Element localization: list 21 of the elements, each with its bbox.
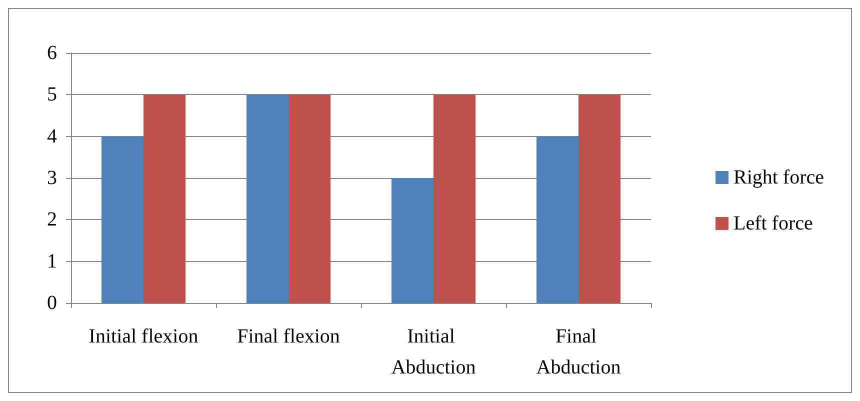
y-tick-label: 1 <box>47 250 57 272</box>
bar <box>536 136 578 303</box>
x-tick-label: Final flexion <box>237 326 340 348</box>
y-tick-label: 4 <box>47 125 57 148</box>
bar <box>434 94 476 303</box>
y-tick-label: 0 <box>47 292 57 314</box>
x-tick-label: Initial flexion <box>88 326 198 348</box>
bar <box>246 94 288 303</box>
bar <box>392 178 434 303</box>
bar <box>144 94 186 303</box>
y-tick-label: 5 <box>47 84 57 106</box>
bar <box>288 94 330 303</box>
x-tick-label: Final Abduction <box>536 326 621 378</box>
y-tick-label: 6 <box>47 42 57 64</box>
bar <box>578 94 620 303</box>
y-tick-label: 3 <box>47 167 57 189</box>
bar <box>102 136 144 303</box>
y-tick-label: 2 <box>47 208 57 231</box>
legend-label: Left force <box>733 212 813 234</box>
x-tick-label: Initial Abduction <box>391 326 476 378</box>
legend-label: Right force <box>733 166 824 188</box>
